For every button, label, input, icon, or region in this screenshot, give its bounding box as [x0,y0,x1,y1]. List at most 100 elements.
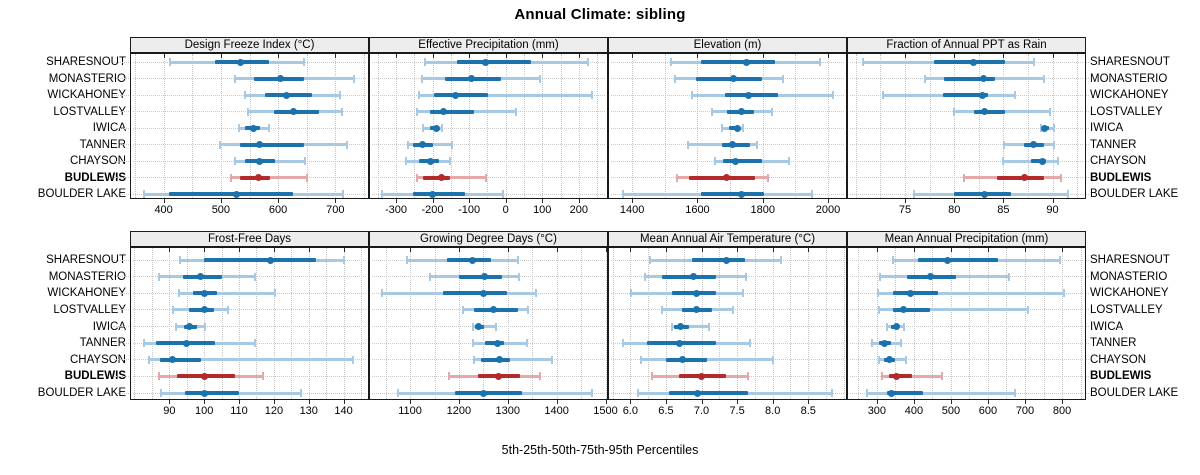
range-25-75 [918,258,999,262]
range-25-75 [204,258,316,262]
whisker-cap [1014,91,1017,99]
median-dot [678,356,686,364]
gridline [605,248,607,399]
range-25-75 [169,192,293,196]
median-dot [494,339,502,347]
label-leader [1086,78,1089,79]
axis-tick [772,400,774,404]
whisker-cap [781,74,784,83]
axis-tick [605,400,607,404]
axis-tick [954,199,956,203]
whisker-cap [779,256,782,264]
panel-title: Fraction of Annual PPT as Rain [886,39,1047,51]
whisker-cap [714,157,717,165]
whisker-cap [755,140,758,149]
range-25-75 [239,175,271,180]
gridline [169,248,171,399]
axis-tick-top [556,248,558,252]
gridline [542,54,544,198]
axis-tick [828,199,830,203]
axis-tick [950,400,952,404]
whisker-cap [941,372,944,381]
gridline [343,248,345,399]
label-leader [1086,127,1089,129]
gridline [987,248,989,399]
median-dot [489,306,497,314]
gridline [978,54,980,198]
axis-tick-top [737,248,739,252]
whisker-cap [877,355,880,364]
row-guide-line [372,144,605,145]
whisker-cap [882,91,885,99]
whisker-cap [148,355,151,364]
gridline [163,54,165,198]
axis-tick-label: 400 [904,405,924,417]
whisker-cap [673,74,676,83]
median-dot [738,108,746,115]
label-leader [114,276,129,278]
row-guide-line [133,326,366,327]
row-guide-line [372,127,605,129]
panel-plot-area [608,247,847,400]
whisker-cap [1032,58,1035,66]
panel-title: Growing Degree Days (°C) [420,233,557,245]
axis-tick [458,400,460,404]
whisker-cap [670,322,673,331]
whisker-cap [305,173,308,182]
axis-tick-top [632,54,634,58]
median-dot [428,190,436,198]
panel-strip: Fraction of Annual PPT as Rain [847,37,1086,53]
whisker-cap [345,140,348,149]
median-dot [722,256,730,264]
gridline [483,248,485,399]
axis-tick-top [772,248,774,252]
median-dot [432,124,440,132]
site-label-left: IWICA [92,320,126,333]
whisker-cap [748,339,751,348]
panel-strip: Elevation (m) [608,37,847,53]
site-label-left: WICKAHONEY [47,89,126,101]
panel-title: Frost-Free Days [207,233,292,245]
gridline [664,54,666,198]
gridline [220,54,222,198]
range-25-75 [430,109,474,114]
panel-axis: 1100 1200 1300 1400 1500 [369,400,618,422]
panel-strip: Design Freeze Index (°C) [130,37,369,53]
axis-tick [335,199,337,203]
site-label-right: SHARESNOUT [1090,56,1170,68]
whisker-cap [421,74,424,83]
range-5-95 [149,358,353,362]
range-25-75 [893,307,930,312]
axis-tick-top [410,248,412,252]
gridline [308,248,310,399]
median-dot [970,58,978,66]
median-dot [197,273,205,281]
axis-tick [507,400,509,404]
whisker-cap [1008,272,1011,281]
whisker-cap [912,190,915,198]
median-dot [981,190,989,198]
axis-tick [542,199,544,203]
whisker-cap [451,140,454,149]
median-dot [452,91,460,99]
panel-plot-area [369,53,608,199]
axis-tick [905,199,907,203]
whisker-cap [462,305,465,314]
whisker-cap [811,190,814,198]
range-5-95 [881,374,943,378]
median-dot [200,389,208,397]
panel-title: Mean Annual Air Temperature (°C) [639,233,816,245]
whisker-cap [871,339,874,348]
axis-tick [469,199,471,203]
whisker-cap [174,322,177,331]
row-guide-line [611,326,844,327]
axis-tick-top [1003,54,1005,58]
whisker-cap [746,372,749,381]
gridline [630,248,632,399]
label-leader [1086,259,1089,261]
gridline [762,54,764,198]
whisker-cap [157,372,160,381]
label-leader [1086,144,1089,145]
gridline [363,54,365,198]
whisker-cap [741,289,744,298]
